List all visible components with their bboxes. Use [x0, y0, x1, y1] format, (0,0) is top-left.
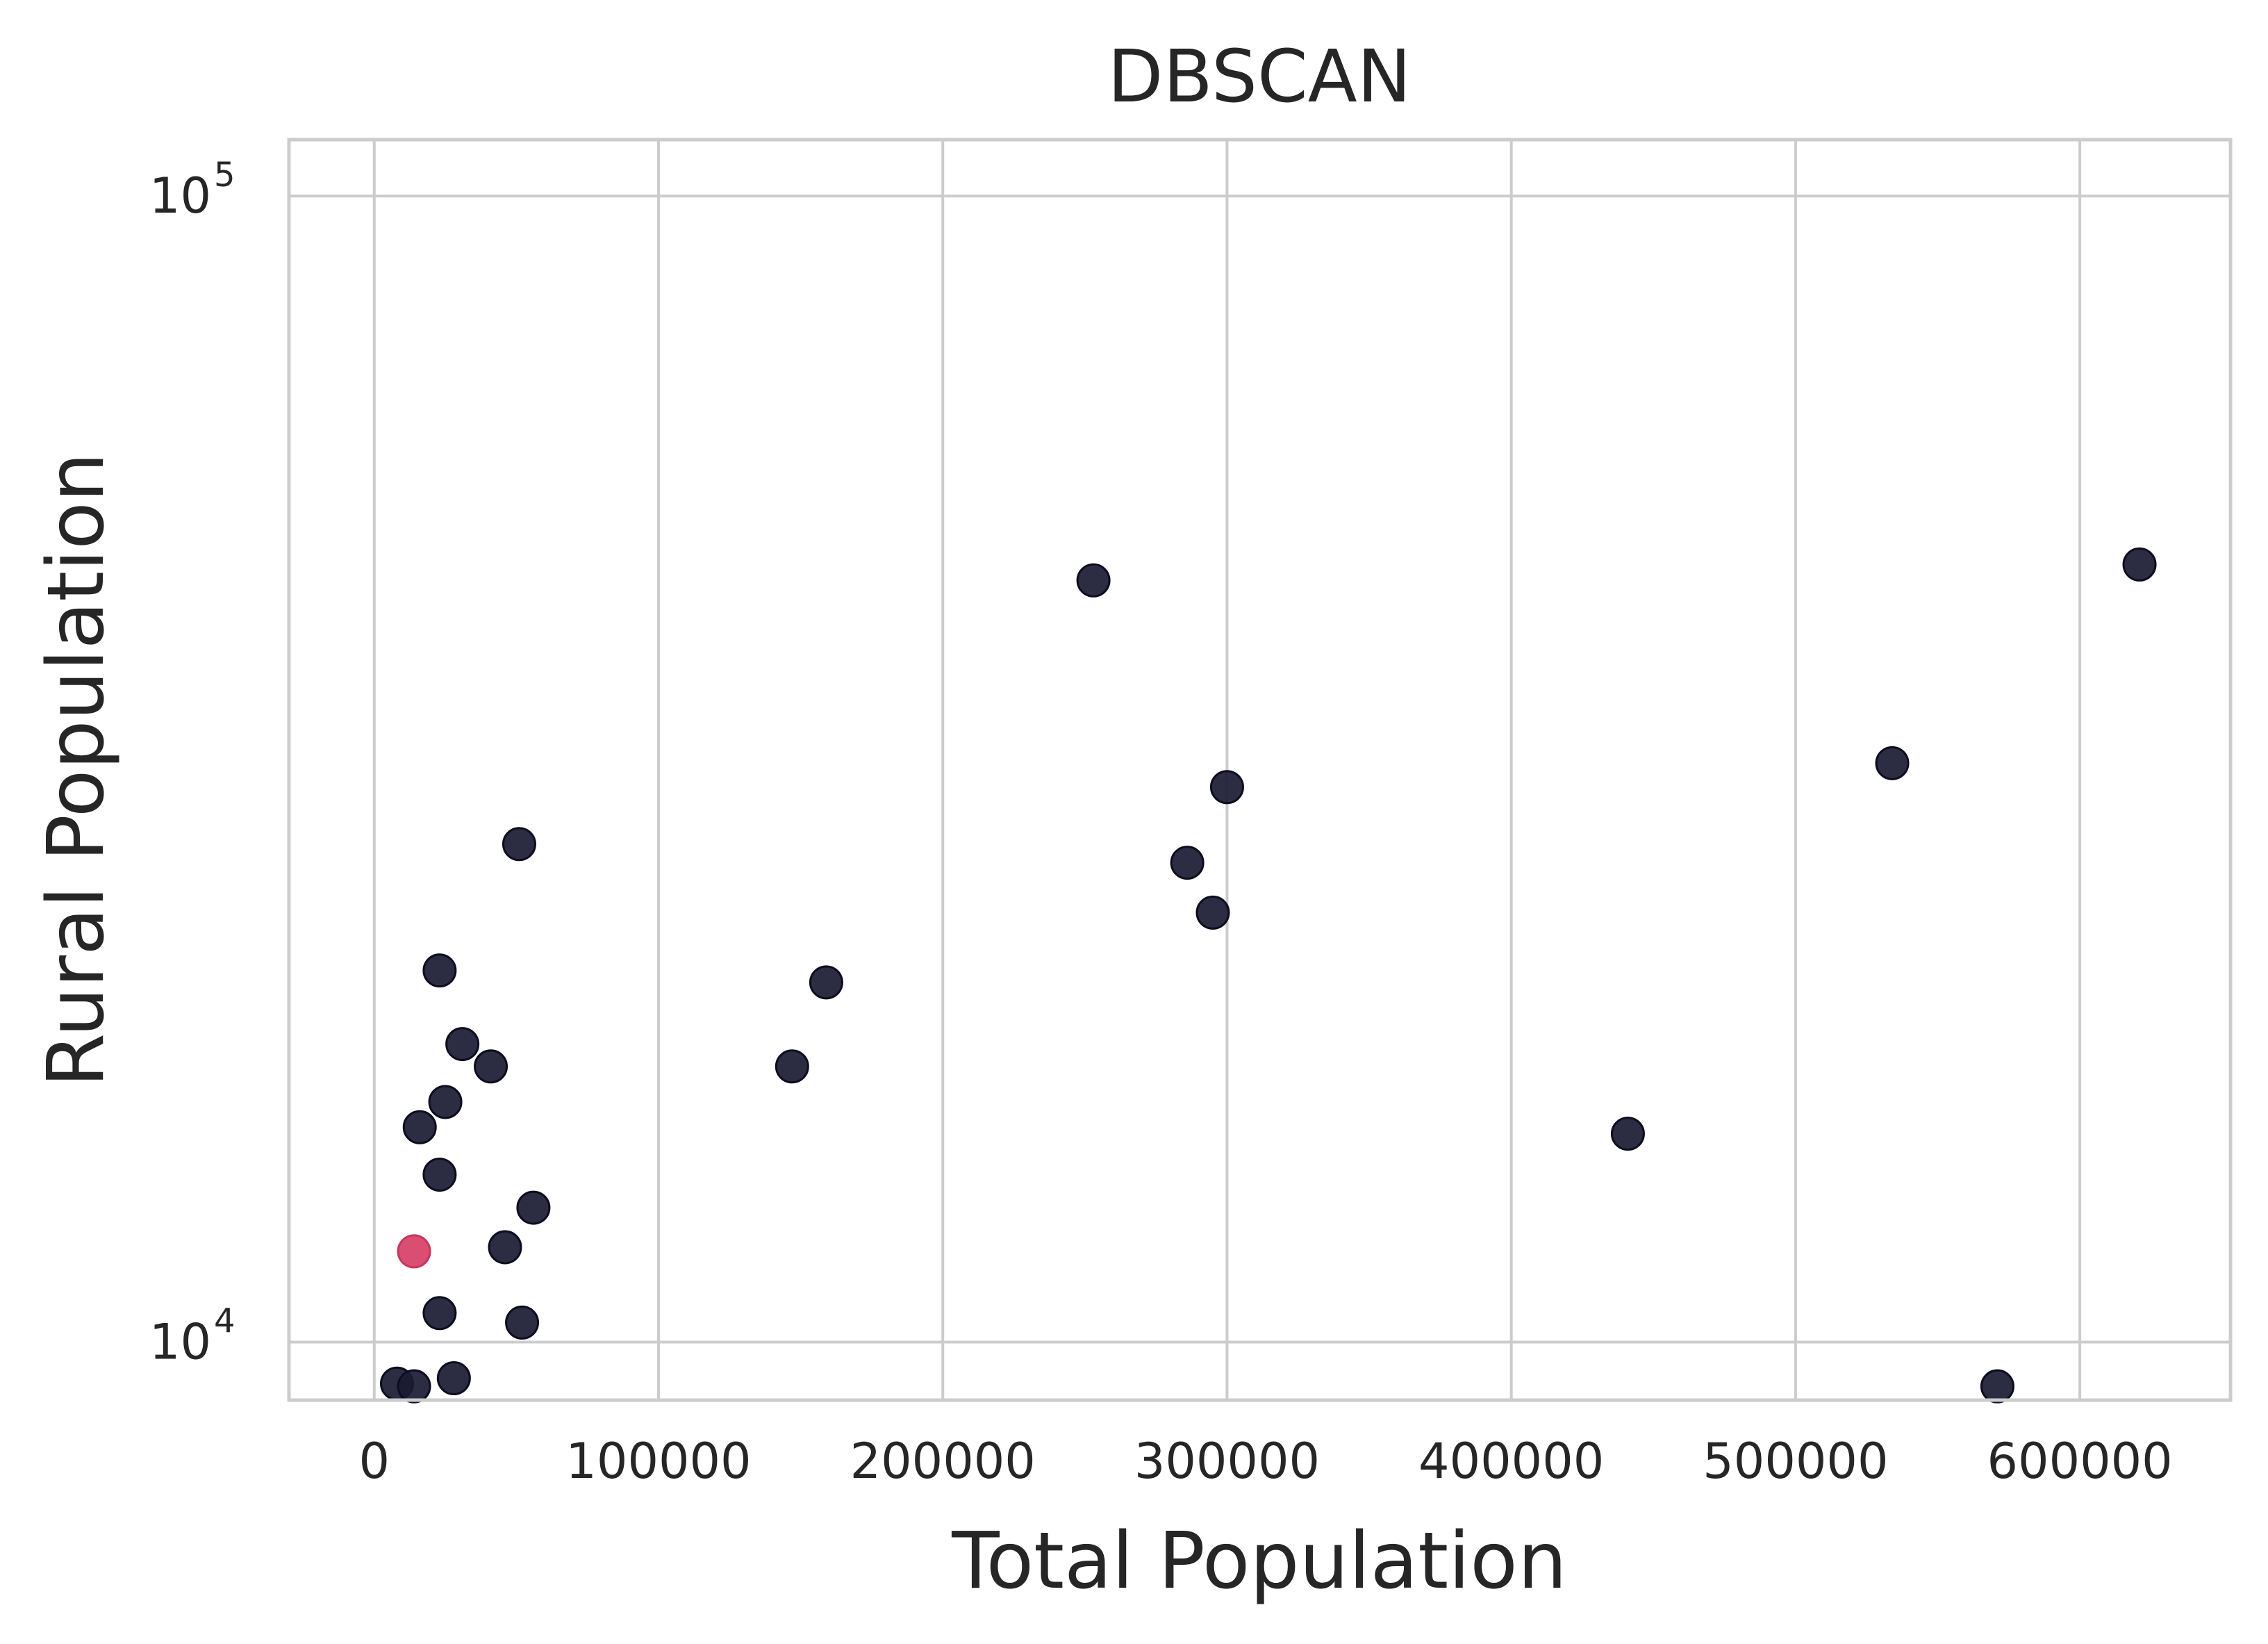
data-point-noise — [516, 1190, 551, 1225]
y-tick-label: 10 — [149, 167, 211, 224]
data-point-noise — [397, 1369, 431, 1404]
y-tick-exponent: 4 — [214, 1302, 235, 1341]
data-point-noise — [1610, 1117, 1645, 1151]
data-point-noise — [422, 953, 457, 988]
x-tick-label: 0 — [358, 1433, 390, 1490]
data-points — [380, 547, 2157, 1404]
data-point-noise — [1209, 770, 1244, 805]
y-tick-exponent: 5 — [214, 156, 235, 195]
x-axis-label: Total Population — [951, 1516, 1567, 1606]
grid — [289, 140, 2230, 1400]
data-point-noise — [1195, 895, 1230, 930]
plot-frame — [287, 138, 2233, 1402]
x-tick-label: 600000 — [1987, 1433, 2173, 1490]
data-point-noise — [1170, 846, 1205, 880]
data-point-noise — [809, 965, 843, 1000]
x-tick-label: 200000 — [850, 1433, 1036, 1490]
data-point-noise — [402, 1110, 437, 1144]
data-point-noise — [436, 1361, 471, 1396]
y-tick-base: 10 — [149, 1314, 211, 1371]
data-point-noise — [2122, 547, 2157, 582]
data-point-noise — [488, 1230, 522, 1265]
data-point-noise — [502, 827, 536, 862]
data-point-noise — [1875, 746, 1910, 780]
data-point-noise — [422, 1296, 457, 1331]
data-point-noise — [505, 1305, 540, 1340]
data-point-noise — [474, 1049, 508, 1084]
y-axis-label: Rural Population — [31, 452, 122, 1087]
y-tick-base: 10 — [149, 167, 211, 224]
data-point-noise — [1980, 1369, 2014, 1404]
data-point-noise — [775, 1049, 809, 1084]
data-point-noise — [422, 1158, 457, 1192]
x-tick-label: 100000 — [565, 1433, 751, 1490]
y-tick-label: 10 — [149, 1314, 211, 1371]
data-point-noise — [1076, 563, 1111, 598]
x-tick-label: 500000 — [1703, 1433, 1888, 1490]
data-point-noise — [428, 1085, 463, 1119]
x-tick-label: 400000 — [1418, 1433, 1604, 1490]
data-point-cluster — [397, 1234, 431, 1269]
data-point-noise — [445, 1027, 480, 1062]
x-tick-label: 300000 — [1134, 1433, 1320, 1490]
chart-title: DBSCAN — [1107, 34, 1411, 119]
